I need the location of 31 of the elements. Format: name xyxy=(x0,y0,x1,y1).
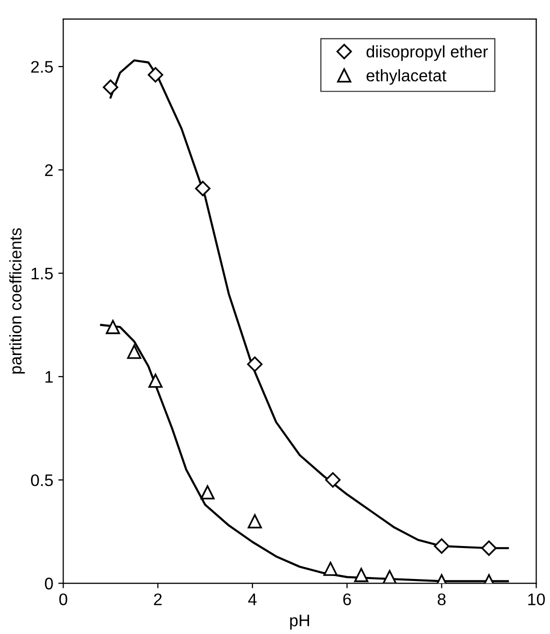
point xyxy=(127,344,142,359)
x-tick-label: 0 xyxy=(59,593,68,606)
legend-label: diisopropyl ether xyxy=(366,45,488,61)
point xyxy=(325,472,341,488)
point xyxy=(102,80,118,95)
point xyxy=(148,67,164,83)
y-tick-label: 0 xyxy=(44,578,53,590)
point xyxy=(195,180,210,196)
x-tick-label: 10 xyxy=(528,593,545,606)
point xyxy=(248,514,262,528)
y-axis-title: partition coefficients xyxy=(9,228,25,374)
point xyxy=(200,485,215,500)
point xyxy=(247,356,263,372)
x-tick-label: 4 xyxy=(248,594,257,606)
point xyxy=(434,538,450,554)
point xyxy=(323,562,338,576)
y-tick-label: 1 xyxy=(46,371,53,383)
x-tick-label: 8 xyxy=(438,593,446,606)
point xyxy=(148,374,163,388)
y-tick-label: 0.5 xyxy=(31,474,53,486)
legend-label: ethylacetat xyxy=(366,69,446,85)
x-tick-label: 6 xyxy=(343,593,351,606)
y-tick-label: 2.5 xyxy=(31,60,53,73)
x-axis-title: pH xyxy=(290,614,310,630)
y-tick-label: 2 xyxy=(45,164,53,176)
point xyxy=(382,570,397,584)
x-tick-label: 2 xyxy=(154,593,162,606)
y-tick-label: 1.5 xyxy=(32,268,53,280)
point xyxy=(481,540,497,556)
point xyxy=(106,320,120,334)
point xyxy=(354,568,368,582)
